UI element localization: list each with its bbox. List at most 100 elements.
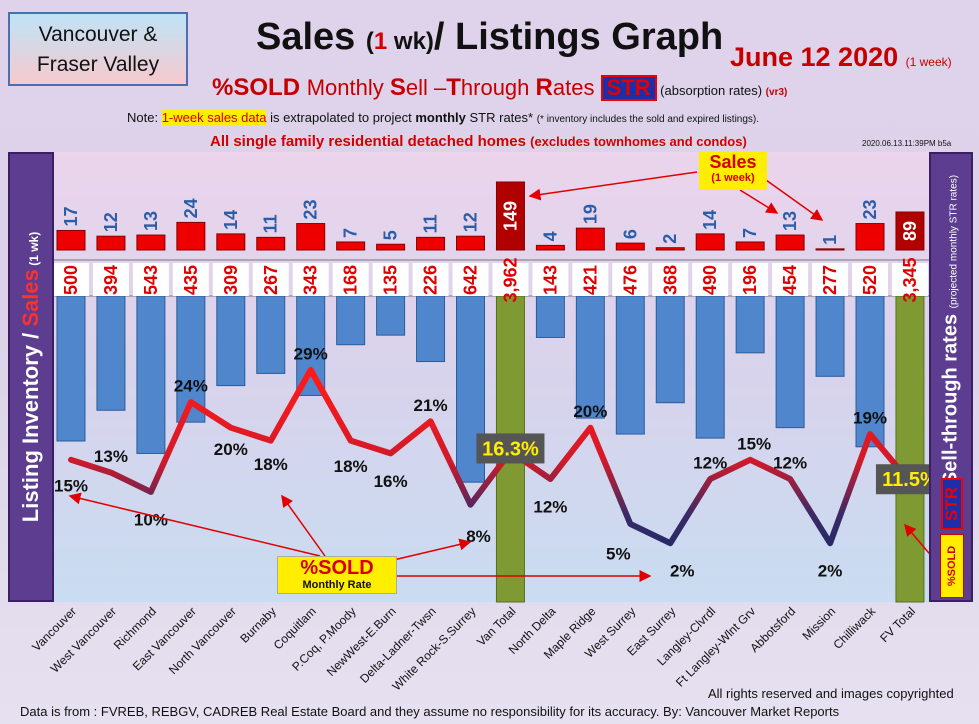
subtitle: %SOLD Monthly Sell –Through Rates STR (a… [212, 74, 787, 102]
label-strip-5 [252, 263, 289, 296]
label-strip-7 [332, 263, 369, 296]
str-label-6: 29% [294, 345, 328, 364]
str-label-2: 10% [134, 510, 168, 529]
listing-label-strip [53, 263, 928, 296]
note-post: STR rates* [465, 110, 537, 125]
timestamp: 2020.06.13.11:39PM b5a [862, 139, 952, 148]
right-axis-label: Sell-through rates (projected monthly ST… [940, 175, 963, 485]
title-paren-open: ( [365, 28, 374, 55]
note-mid: is extrapolated to project [266, 110, 416, 125]
label-strip-1 [92, 263, 129, 296]
listing-label-16: 490 [700, 265, 720, 295]
str-label-3: 24% [174, 377, 208, 396]
sub-s2: S [389, 74, 406, 101]
sub-s: S [233, 74, 250, 101]
tick-label-8: NewWest-E.Burn [324, 604, 399, 679]
left-label-b: Sales [18, 269, 43, 327]
listing-label-7: 168 [341, 265, 361, 295]
listing-bar-13 [575, 295, 605, 419]
report-date: June 12 2020 (1 week) [730, 42, 952, 73]
region-line2: Fraser Valley [36, 53, 160, 76]
sales-bar-1 [96, 235, 126, 251]
str-label-11: 16.3% [482, 438, 539, 460]
str-label-0: 15% [54, 476, 88, 495]
allsingle-sub: (excludes townhomes and condos) [530, 134, 747, 149]
listing-label-5: 267 [261, 265, 281, 295]
rights-notice: All rights reserved and images copyright… [708, 686, 954, 701]
listing-label-12: 143 [540, 265, 560, 295]
date-main: June 12 2020 [730, 42, 899, 72]
allsingle-main: All single family residential detached h… [210, 133, 531, 150]
str-label-8: 16% [374, 472, 408, 491]
left-axis-panel [8, 152, 54, 602]
sold-callout-main: %SOLD [300, 557, 374, 579]
listing-bar-7 [336, 295, 366, 346]
sales-bar-12 [535, 244, 565, 251]
sales-label-12: 4 [540, 231, 560, 241]
sub-r: R [535, 74, 553, 101]
listing-bar-17 [735, 295, 765, 354]
label-strip-9 [412, 263, 449, 296]
str-line [68, 367, 913, 547]
note-pre: Note: [127, 110, 162, 125]
label-strip-18 [772, 263, 809, 296]
listing-bar-6 [296, 295, 326, 396]
sub-monthly: Monthly [306, 75, 390, 100]
listing-label-0: 500 [61, 265, 81, 295]
left-axis-label: Listing Inventory / Sales (1 wk) [18, 232, 44, 522]
str-box-11 [476, 433, 545, 464]
sub-ell: ell – [405, 75, 447, 100]
str-label-7: 18% [334, 457, 368, 476]
sales-label-6: 23 [301, 200, 321, 220]
sales-label-4: 14 [221, 210, 241, 230]
sub-hrough: hrough [460, 75, 536, 100]
listing-bar-4 [216, 295, 246, 387]
label-strip-20 [852, 263, 888, 296]
listing-label-9: 226 [421, 265, 441, 295]
arrow-sold-whiterock [384, 538, 472, 563]
label-strip-17 [732, 263, 769, 296]
listing-bar-20 [855, 295, 885, 448]
listing-label-15: 368 [660, 265, 680, 295]
note-fine: (* inventory includes the sold and expir… [536, 114, 760, 125]
listing-label-20: 520 [860, 265, 880, 295]
listing-bar-9 [416, 295, 446, 363]
sub-t: T [446, 74, 461, 101]
sales-bar-6 [296, 223, 326, 251]
arrow-sold-burnaby [281, 494, 326, 557]
str-label-4: 20% [214, 440, 248, 459]
sales-label-20: 23 [860, 200, 880, 220]
listing-label-14: 476 [620, 265, 640, 295]
arrow-sales-abbotsford [739, 189, 779, 214]
str-label-20: 19% [853, 409, 887, 428]
sales-label-5: 11 [261, 214, 281, 233]
sold-badge: %SOLD [940, 534, 964, 598]
arrow-sales-mission [765, 179, 824, 221]
sales-bar-18 [775, 234, 805, 251]
listing-label-13: 421 [580, 265, 600, 295]
title-post: / Listings Graph [433, 16, 724, 58]
sales-label-9: 11 [421, 214, 441, 233]
sales-label-15: 2 [660, 234, 680, 244]
sales-bar-11 [495, 181, 525, 251]
listing-label-4: 309 [221, 265, 241, 295]
listing-label-8: 135 [381, 265, 401, 295]
right-label-a: Sell-through rates [939, 308, 962, 486]
footer-source: Data is from : FVREB, REBGV, CADREB Real… [20, 704, 840, 719]
sales-bar-19 [815, 248, 845, 251]
label-strip-12 [532, 263, 569, 296]
arrow-sold-vancouver [68, 492, 321, 557]
listing-labels: 500 394 543 435 309 267 343 168 135 226 642 3,962 14… [61, 257, 920, 302]
sales-label-14: 6 [620, 229, 640, 239]
listing-label-11: 3,962 [500, 257, 520, 302]
str-label-18: 12% [773, 454, 807, 473]
sales-callout-sub: (1 week) [711, 172, 755, 184]
str-label-9: 21% [414, 396, 448, 415]
str-label-17: 15% [737, 434, 771, 453]
listing-bar-18 [775, 295, 805, 429]
sales-bar-5 [256, 236, 286, 251]
note: Note: 1-week sales data is extrapolated … [127, 110, 759, 125]
sales-bar-2 [136, 234, 166, 251]
listing-bar-5 [256, 295, 286, 374]
